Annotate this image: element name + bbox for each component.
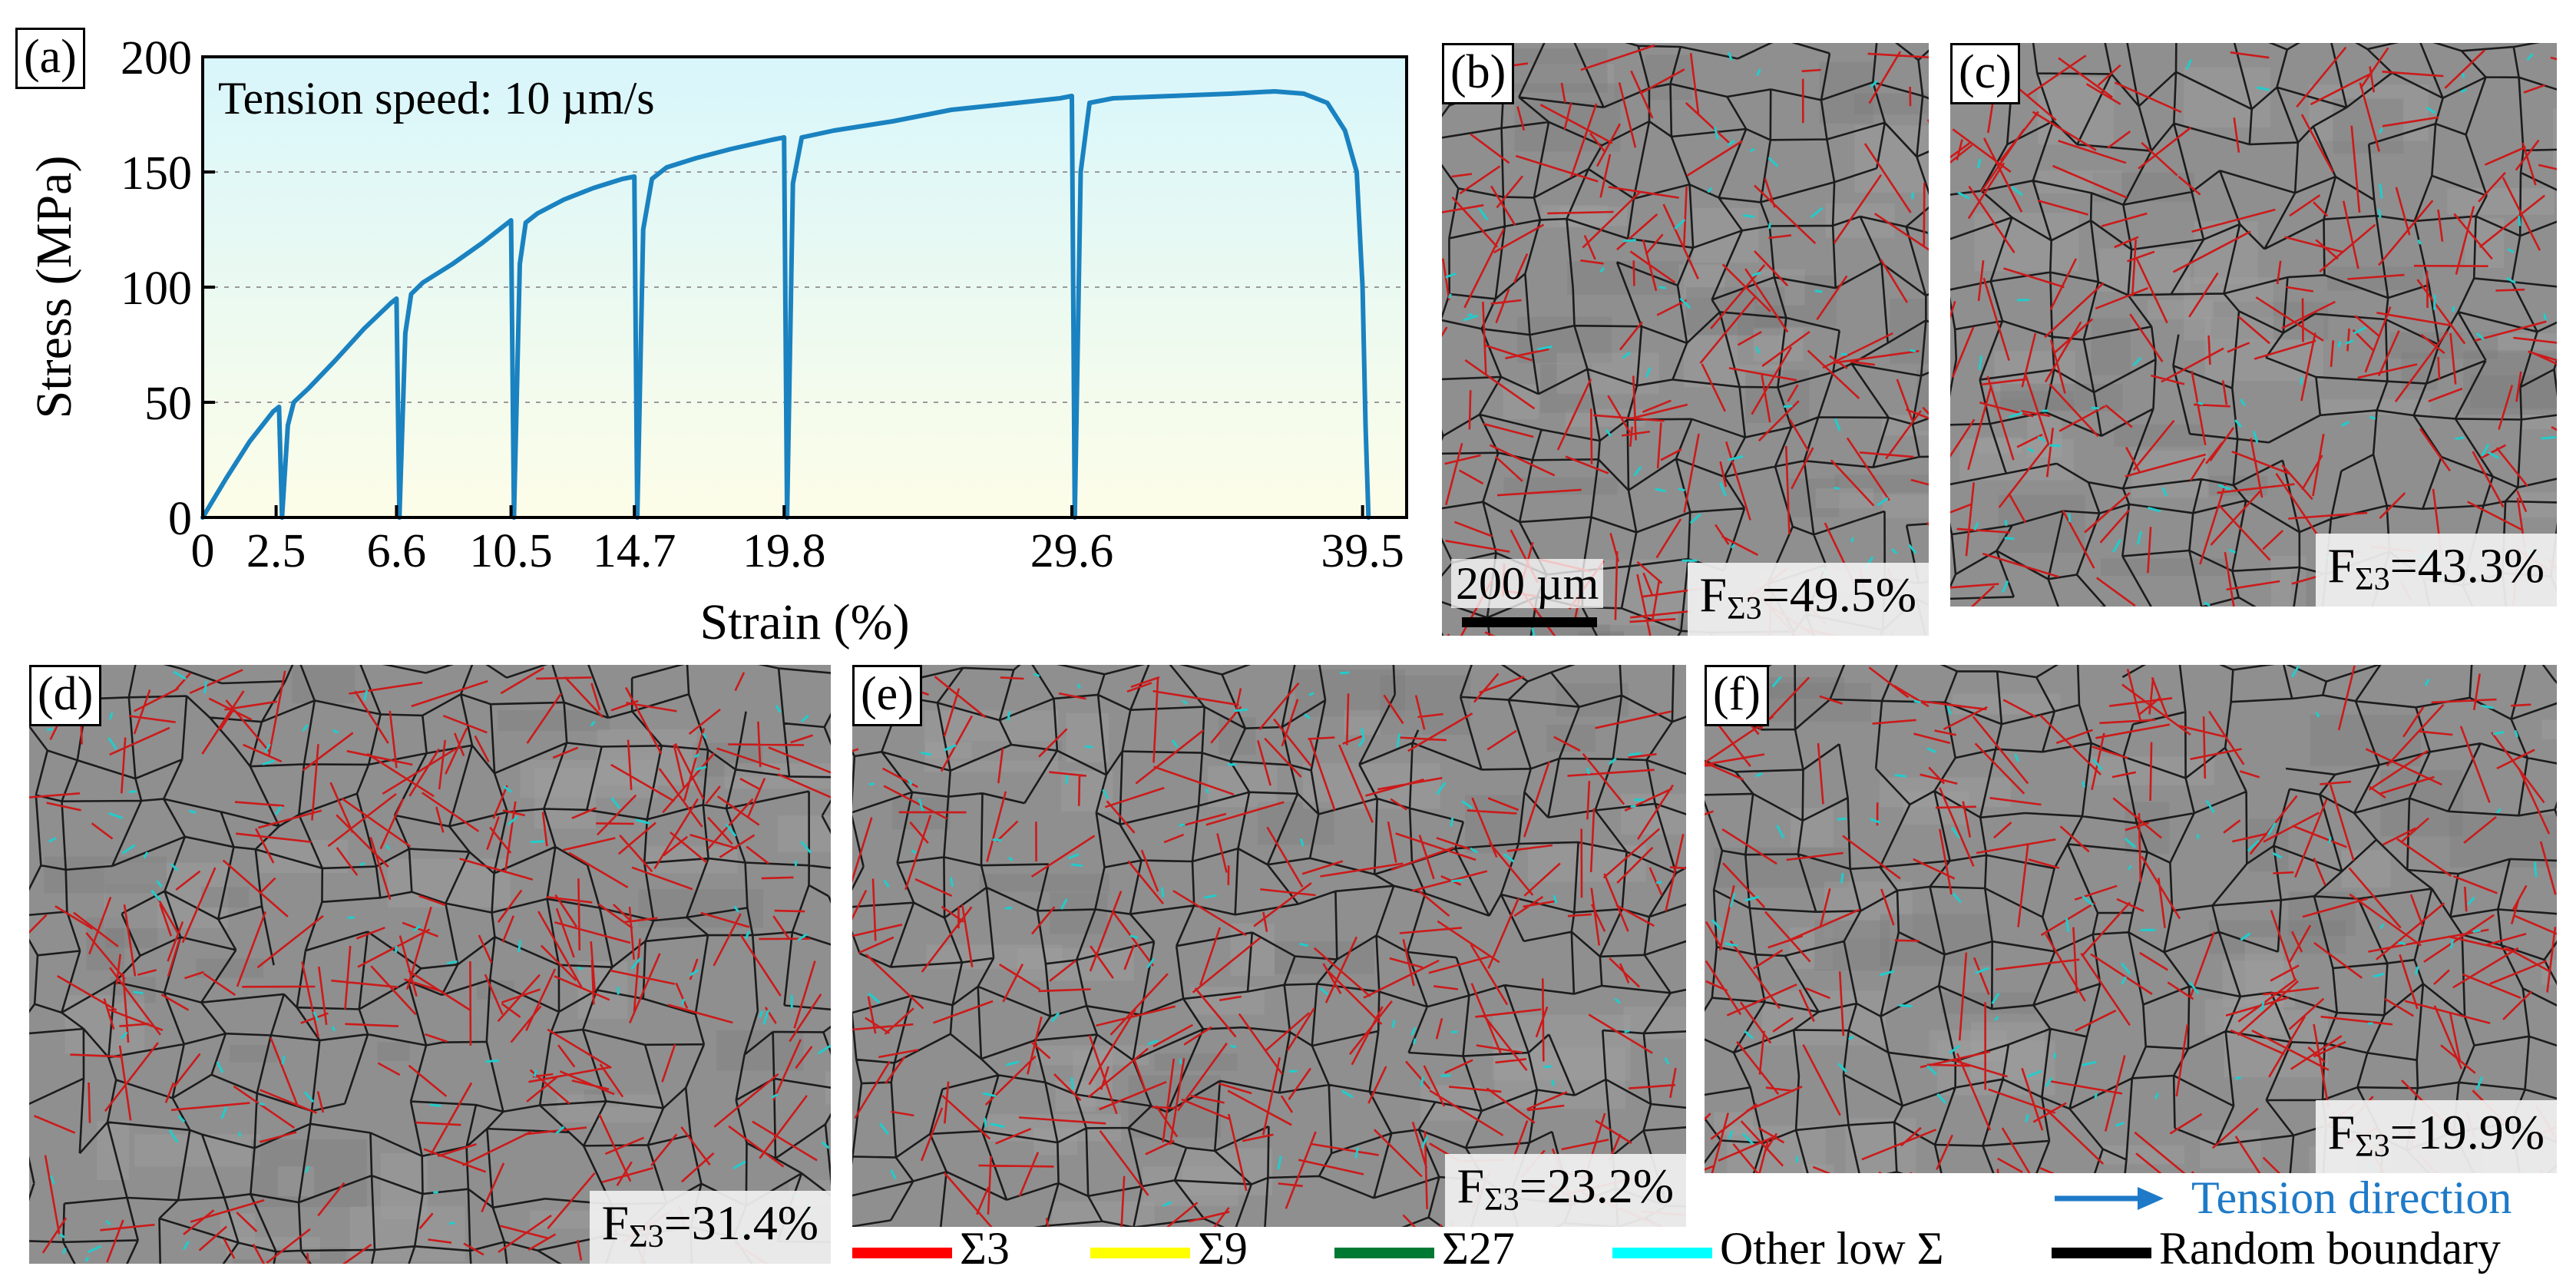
fraction-symbol: F: [601, 1195, 630, 1250]
tension-direction-label: Tension direction: [2191, 1172, 2512, 1223]
fraction-symbol: F: [1699, 567, 1728, 622]
legend-label: Σ9: [1198, 1223, 1248, 1274]
annotation-text: Tension speed: 10 µm/s: [218, 73, 655, 124]
grain-boundary-map-e: [852, 665, 1686, 1227]
fraction-subscript: Σ3: [2355, 562, 2390, 597]
x-tick-label: 2.5: [246, 525, 306, 577]
fraction-value: =19.9%: [2389, 1105, 2545, 1159]
panel-label-f: (f): [1705, 665, 1769, 726]
panel-label-b: (b): [1442, 43, 1515, 104]
stress-strain-curve-segment: [785, 94, 1077, 520]
sigma3-fraction-b: FΣ3=49.5%: [1687, 563, 1929, 636]
panel-label-d: (d): [29, 665, 102, 726]
stress-strain-curve-segment: [397, 218, 517, 520]
x-axis-label: Strain (%): [699, 594, 909, 650]
panel-label-e: (e): [852, 665, 922, 726]
fraction-value: =43.3%: [2389, 538, 2545, 593]
scale-bar: [1462, 617, 1597, 627]
y-axis-label: Stress (MPa): [26, 156, 82, 419]
ebsd-map-d: (d) FΣ3=31.4%: [29, 665, 831, 1264]
stress-strain-curve-segment: [511, 174, 640, 520]
fraction-symbol: F: [2327, 1105, 2356, 1159]
legend-label: Σ27: [1442, 1223, 1515, 1274]
legend-random-boundary: Random boundary: [2052, 1225, 2501, 1271]
legend-swatch-sigma3: [852, 1248, 952, 1259]
x-tick-label: 10.5: [469, 525, 553, 577]
panel-label-a: (a): [15, 28, 85, 89]
fraction-value: =49.5%: [1761, 567, 1916, 622]
grain-boundary-map-d: [29, 665, 831, 1264]
legend-label: Random boundary: [2159, 1223, 2501, 1274]
x-tick-label: 0: [191, 525, 215, 577]
legend-sigma9: Σ9: [1090, 1225, 1248, 1271]
legend-label: Σ3: [960, 1223, 1010, 1274]
sigma3-fraction-d: FΣ3=31.4%: [589, 1191, 831, 1264]
legend-label: Other low Σ: [1720, 1223, 1944, 1274]
y-tick-label: 0: [168, 493, 192, 545]
ebsd-map-b: (b) 200 µm FΣ3=49.5%: [1442, 43, 1929, 636]
panel-label-c: (c): [1950, 43, 2020, 104]
stress-strain-chart-panel: 0 50 100 150 200 0 2.5 6.6 10.5 14.7 19.8 29.6 39.5…: [0, 0, 1443, 660]
legend-sigma3: Σ3: [852, 1225, 1010, 1271]
x-tick-label: 14.7: [593, 525, 676, 577]
legend-swatch-other-low-sigma: [1612, 1248, 1712, 1259]
sigma3-fraction-e: FΣ3=23.2%: [1444, 1154, 1686, 1227]
y-tick-label: 50: [144, 378, 192, 430]
y-tick-label: 100: [121, 263, 192, 315]
fraction-symbol: F: [1457, 1159, 1485, 1213]
x-tick-label: 39.5: [1321, 525, 1404, 577]
fraction-subscript: Σ3: [1484, 1182, 1519, 1218]
legend-swatch-sigma27: [1334, 1248, 1434, 1259]
legend-swatch-sigma9: [1090, 1248, 1190, 1259]
scale-bar-label: 200 µm: [1451, 559, 1604, 608]
x-tick-label: 29.6: [1030, 525, 1114, 577]
x-tick-label: 6.6: [367, 525, 427, 577]
stress-strain-curve-segment: [1072, 89, 1371, 520]
fraction-value: =23.2%: [1519, 1159, 1674, 1213]
grain-boundary-map-f: [1705, 665, 2557, 1173]
stress-strain-curve-segment: [635, 135, 790, 520]
fraction-symbol: F: [2327, 538, 2356, 593]
legend-other-low-sigma: Other low Σ: [1612, 1225, 1944, 1271]
legend-sigma27: Σ27: [1334, 1225, 1515, 1271]
ebsd-map-c: (c) FΣ3=43.3%: [1950, 43, 2557, 607]
sigma3-fraction-c: FΣ3=43.3%: [2315, 534, 2557, 607]
fraction-subscript: Σ3: [1727, 591, 1762, 626]
fraction-subscript: Σ3: [629, 1219, 664, 1255]
fraction-subscript: Σ3: [2355, 1129, 2390, 1164]
grain-boundary-map-b: [1442, 43, 1929, 636]
sigma3-fraction-f: FΣ3=19.9%: [2315, 1100, 2557, 1173]
grain-boundary-map-c: [1950, 43, 2557, 607]
x-tick-label: 19.8: [742, 525, 826, 577]
y-tick-label: 200: [121, 32, 192, 84]
stress-strain-chart: 0 50 100 150 200 0 2.5 6.6 10.5 14.7 19.8 29.6 39.5…: [26, 32, 1408, 650]
ebsd-map-e: (e) FΣ3=23.2%: [852, 665, 1686, 1227]
stress-strain-curve-segment: [279, 296, 402, 520]
tension-arrow-icon: [2055, 1187, 2164, 1210]
y-tick-label: 150: [121, 147, 192, 200]
ebsd-map-f: (f) FΣ3=19.9%: [1705, 665, 2557, 1173]
stress-strain-curve-segment: [200, 405, 285, 520]
legend-swatch-random: [2052, 1248, 2151, 1259]
fraction-value: =31.4%: [663, 1195, 818, 1250]
